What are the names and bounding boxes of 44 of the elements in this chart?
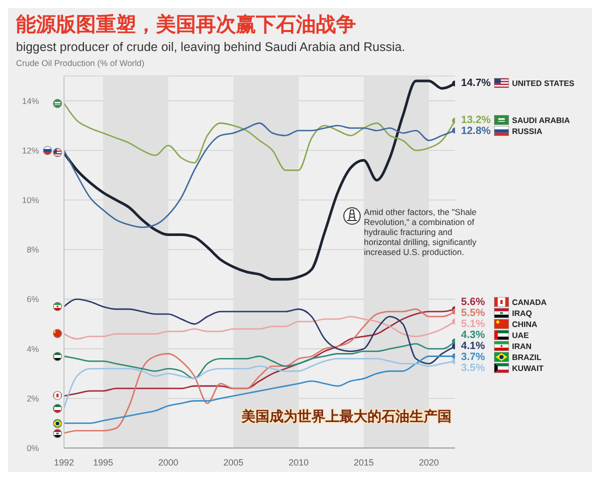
text: CANADA <box>512 298 547 307</box>
x-tick-label: 2005 <box>223 457 244 468</box>
text: IRAQ <box>512 308 532 318</box>
data-label: 5.1% <box>461 318 486 330</box>
x-tick-label: 1992 <box>54 457 74 468</box>
data-label: 12.8% <box>461 125 491 138</box>
data-label: 5.5% <box>461 307 486 320</box>
data-label: 13.2% <box>461 114 491 126</box>
x-tick-label: 2020 <box>418 457 439 468</box>
line-series <box>64 358 455 410</box>
y-tick-label: 12% <box>22 145 40 156</box>
x-tick-label: 2010 <box>288 457 309 468</box>
text: UNITED STATES <box>512 78 574 88</box>
data-label: 3.7% <box>461 351 486 364</box>
data-label: 4.3% <box>461 329 486 342</box>
text: SAUDI ARABIA <box>512 116 570 125</box>
annotation: Amid other factors, the "Shale Revolution," a combination of hydraulic fracturing and horizontal drilling, significantly increased U.S. production. <box>364 207 478 258</box>
y-tick-label: 0% <box>26 443 40 454</box>
text: UAE <box>512 330 529 340</box>
y-tick-label: 10% <box>22 195 40 206</box>
data-label: 5.6% <box>461 296 486 308</box>
y-tick-label: 4% <box>26 344 40 354</box>
y-tick-label: 14% <box>22 96 40 106</box>
y-axis-title: Crude Oil Production (% of World) <box>16 58 144 68</box>
data-label: 14.7% <box>461 77 491 90</box>
line-series <box>64 102 455 171</box>
y-tick-label: 2% <box>26 393 40 404</box>
text: CHINA <box>512 320 538 329</box>
text: RUSSIA <box>512 126 542 136</box>
y-tick-label: 6% <box>26 294 40 304</box>
x-tick-label: 1995 <box>93 457 114 468</box>
y-tick-label: 8% <box>26 244 40 255</box>
text: IRAN <box>512 342 532 351</box>
chart-title: 能源版图重塑，美国再次赢下石油战争 <box>16 11 356 38</box>
x-tick-label: 2015 <box>354 457 374 468</box>
data-label: 3.5% <box>461 362 486 374</box>
chart-subtitle: biggest producer of crude oil, leaving behind Saudi Arabia and Russia. <box>16 40 406 54</box>
text: KUWAIT <box>512 364 544 373</box>
text: BRAZIL <box>512 352 542 362</box>
x-tick-label: 2000 <box>158 457 178 468</box>
line-series <box>64 298 455 364</box>
data-label: 4.1% <box>461 340 486 352</box>
line-series <box>64 316 455 340</box>
annotation: 美国成为世界上最大的石油生产国 <box>241 408 452 426</box>
